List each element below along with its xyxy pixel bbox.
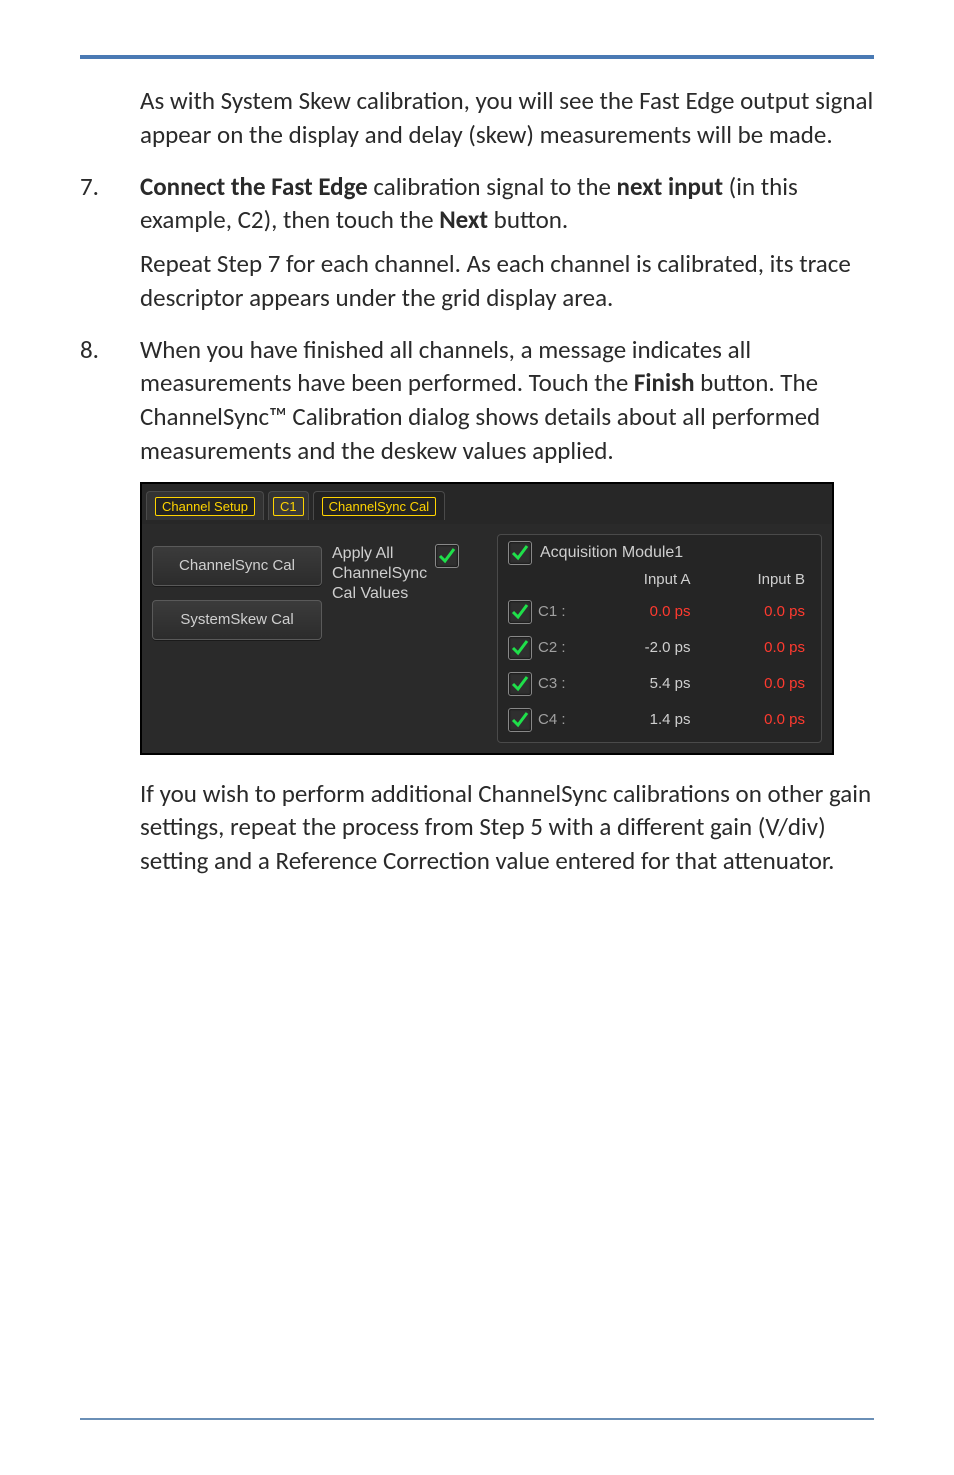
step-7-text: Connect the Fast Edge calibration signal…: [140, 170, 874, 238]
step-7: 7. Connect the Fast Edge calibration sig…: [80, 170, 874, 238]
dialog-body: ChannelSync Cal SystemSkew Cal Apply All…: [142, 524, 832, 753]
acquisition-module-title: Acquisition Module1: [540, 544, 683, 562]
step-7-bold-3: Next: [439, 204, 488, 235]
apply-all-label: Apply All ChannelSync Cal Values: [332, 544, 427, 604]
calibration-grid: Input A Input B C1 :0.0 ps0.0 psC2 :-2.0…: [508, 571, 811, 732]
footer-rule: [80, 1418, 874, 1420]
value-input-b: 0.0 ps: [697, 675, 812, 692]
column-header-input-a: Input A: [582, 571, 697, 588]
value-input-a: 0.0 ps: [582, 603, 697, 620]
check-icon: [437, 545, 457, 565]
apply-all-checkbox[interactable]: [435, 544, 459, 568]
channelsync-dialog-figure: Channel Setup C1 ChannelSync Cal Channel…: [140, 482, 874, 755]
check-icon: [510, 601, 530, 621]
step-7-bold-1: Connect the Fast Edge: [140, 171, 368, 202]
check-icon: [510, 637, 530, 657]
check-icon: [510, 673, 530, 693]
row-checkbox[interactable]: [508, 636, 532, 660]
check-icon: [510, 709, 530, 729]
step-8: 8. When you have finished all channels, …: [80, 333, 874, 468]
dialog-mid-column: Apply All ChannelSync Cal Values: [332, 534, 487, 743]
channelsync-cal-button[interactable]: ChannelSync Cal: [152, 546, 322, 586]
channel-label: C4 :: [538, 711, 582, 728]
tab-channel-setup[interactable]: Channel Setup: [146, 491, 264, 520]
step-8-text: When you have finished all channels, a m…: [140, 333, 874, 468]
channel-label: C1 :: [538, 603, 582, 620]
channelsync-dialog: Channel Setup C1 ChannelSync Cal Channel…: [140, 482, 834, 755]
tab-bar: Channel Setup C1 ChannelSync Cal: [142, 484, 832, 524]
acquisition-module-panel: Acquisition Module1 Input A Input B C1 :…: [497, 534, 822, 743]
step-7-number: 7.: [80, 170, 140, 238]
value-input-a: -2.0 ps: [582, 639, 697, 656]
value-input-b: 0.0 ps: [697, 639, 812, 656]
column-header-input-b: Input B: [697, 571, 812, 588]
value-input-b: 0.0 ps: [697, 603, 812, 620]
step-8-number: 8.: [80, 333, 140, 468]
value-input-a: 1.4 ps: [582, 711, 697, 728]
step-7-sub: Repeat Step 7 for each channel. As each …: [140, 247, 874, 315]
header-rule: [80, 55, 874, 59]
value-input-b: 0.0 ps: [697, 711, 812, 728]
systemskew-cal-button[interactable]: SystemSkew Cal: [152, 600, 322, 640]
paragraph-intro: As with System Skew calibration, you wil…: [140, 84, 874, 152]
step-7-bold-2: next input: [617, 171, 723, 202]
row-checkbox[interactable]: [508, 708, 532, 732]
row-checkbox[interactable]: [508, 672, 532, 696]
channel-label: C2 :: [538, 639, 582, 656]
value-input-a: 5.4 ps: [582, 675, 697, 692]
row-checkbox[interactable]: [508, 600, 532, 624]
channel-label: C3 :: [538, 675, 582, 692]
dialog-left-column: ChannelSync Cal SystemSkew Cal: [152, 534, 322, 743]
paragraph-after: If you wish to perform additional Channe…: [140, 777, 874, 878]
tab-c1[interactable]: C1: [268, 491, 309, 520]
check-icon: [510, 542, 530, 562]
tab-channelsync-cal[interactable]: ChannelSync Cal: [313, 491, 445, 520]
step-8-bold: Finish: [634, 367, 695, 398]
acquisition-module-checkbox[interactable]: [508, 541, 532, 565]
